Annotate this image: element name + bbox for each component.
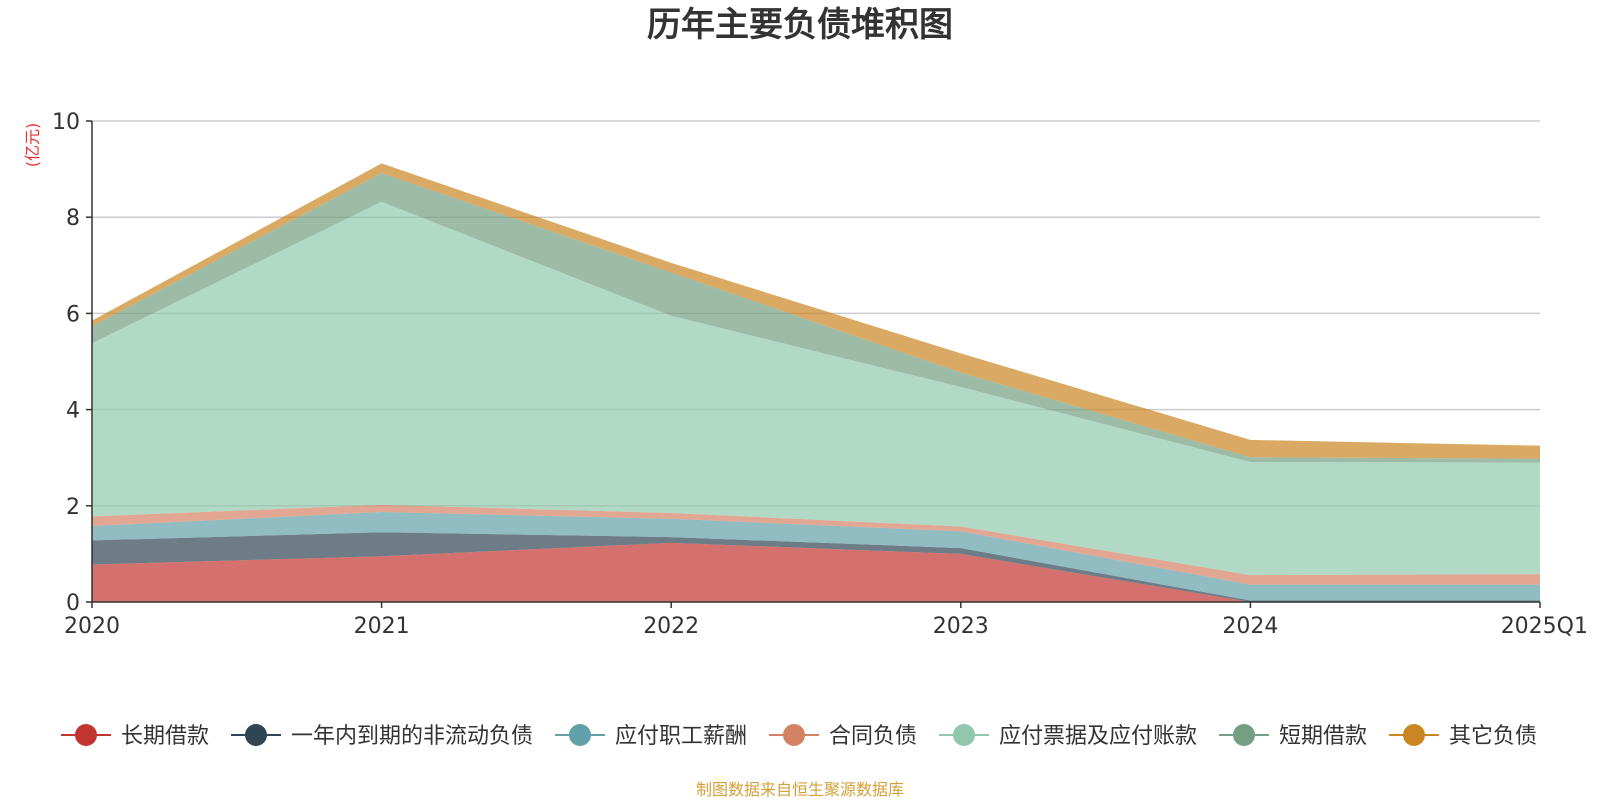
area-series-长期借款: [92, 542, 1540, 602]
legend-marker: [75, 724, 97, 746]
x-tick-label: 2020: [64, 614, 120, 639]
legend: 长期借款 一年内到期的非流动负债 应付职工薪酬 合同负债 应付票据及应付账款 短期借款 其它…: [61, 724, 1537, 749]
data-source-note: 制图数据来自恒生聚源数据库: [696, 780, 904, 799]
legend-marker: [245, 724, 267, 746]
area-series-一年内到期的非流动负债: [92, 532, 1540, 602]
x-tick-label: 2025Q1: [1501, 614, 1588, 639]
legend-item-应付票据及应付账款: 应付票据及应付账款: [939, 724, 1197, 749]
legend-label: 长期借款: [121, 724, 209, 749]
y-tick-label: 4: [66, 399, 80, 424]
x-tick-label: 2024: [1222, 614, 1278, 639]
area-series-应付票据及应付账款: [92, 201, 1540, 576]
legend-marker: [1233, 724, 1255, 746]
legend-marker: [953, 724, 975, 746]
y-tick-label: 8: [66, 206, 80, 231]
area-series-应付职工薪酬: [92, 512, 1540, 601]
legend-item-一年内到期的非流动负债: 一年内到期的非流动负债: [231, 724, 533, 749]
legend-marker: [1403, 724, 1425, 746]
y-tick-label: 2: [66, 495, 80, 520]
legend-marker: [569, 724, 591, 746]
legend-item-其它负债: 其它负债: [1389, 724, 1537, 749]
legend-label: 其它负债: [1449, 724, 1537, 749]
legend-item-应付职工薪酬: 应付职工薪酬: [555, 724, 747, 749]
y-axis-unit-label: (亿元): [23, 123, 42, 168]
legend-label: 应付票据及应付账款: [999, 724, 1197, 749]
area-series-layer: [92, 163, 1540, 602]
legend-item-合同负债: 合同负债: [769, 724, 917, 749]
y-tick-label: 0: [66, 591, 80, 616]
x-tick-label: 2022: [643, 614, 699, 639]
legend-marker: [783, 724, 805, 746]
y-tick-label: 6: [66, 302, 80, 327]
legend-label: 短期借款: [1279, 724, 1367, 749]
y-tick-label: 10: [52, 110, 80, 135]
axes: 0 2 4 6 8 10 2020 2021 2022 2023 2024 2025Q1: [52, 110, 1588, 639]
x-tick-label: 2021: [354, 614, 410, 639]
x-tick-label: 2023: [933, 614, 989, 639]
legend-label: 应付职工薪酬: [615, 724, 747, 749]
legend-label: 合同负债: [829, 724, 917, 749]
area-series-合同负债: [92, 504, 1540, 585]
legend-item-短期借款: 短期借款: [1219, 724, 1367, 749]
chart-title: 历年主要负债堆积图: [647, 5, 953, 45]
legend-label: 一年内到期的非流动负债: [291, 724, 533, 749]
area-series-其它负债: [92, 163, 1540, 459]
legend-item-长期借款: 长期借款: [61, 724, 209, 749]
